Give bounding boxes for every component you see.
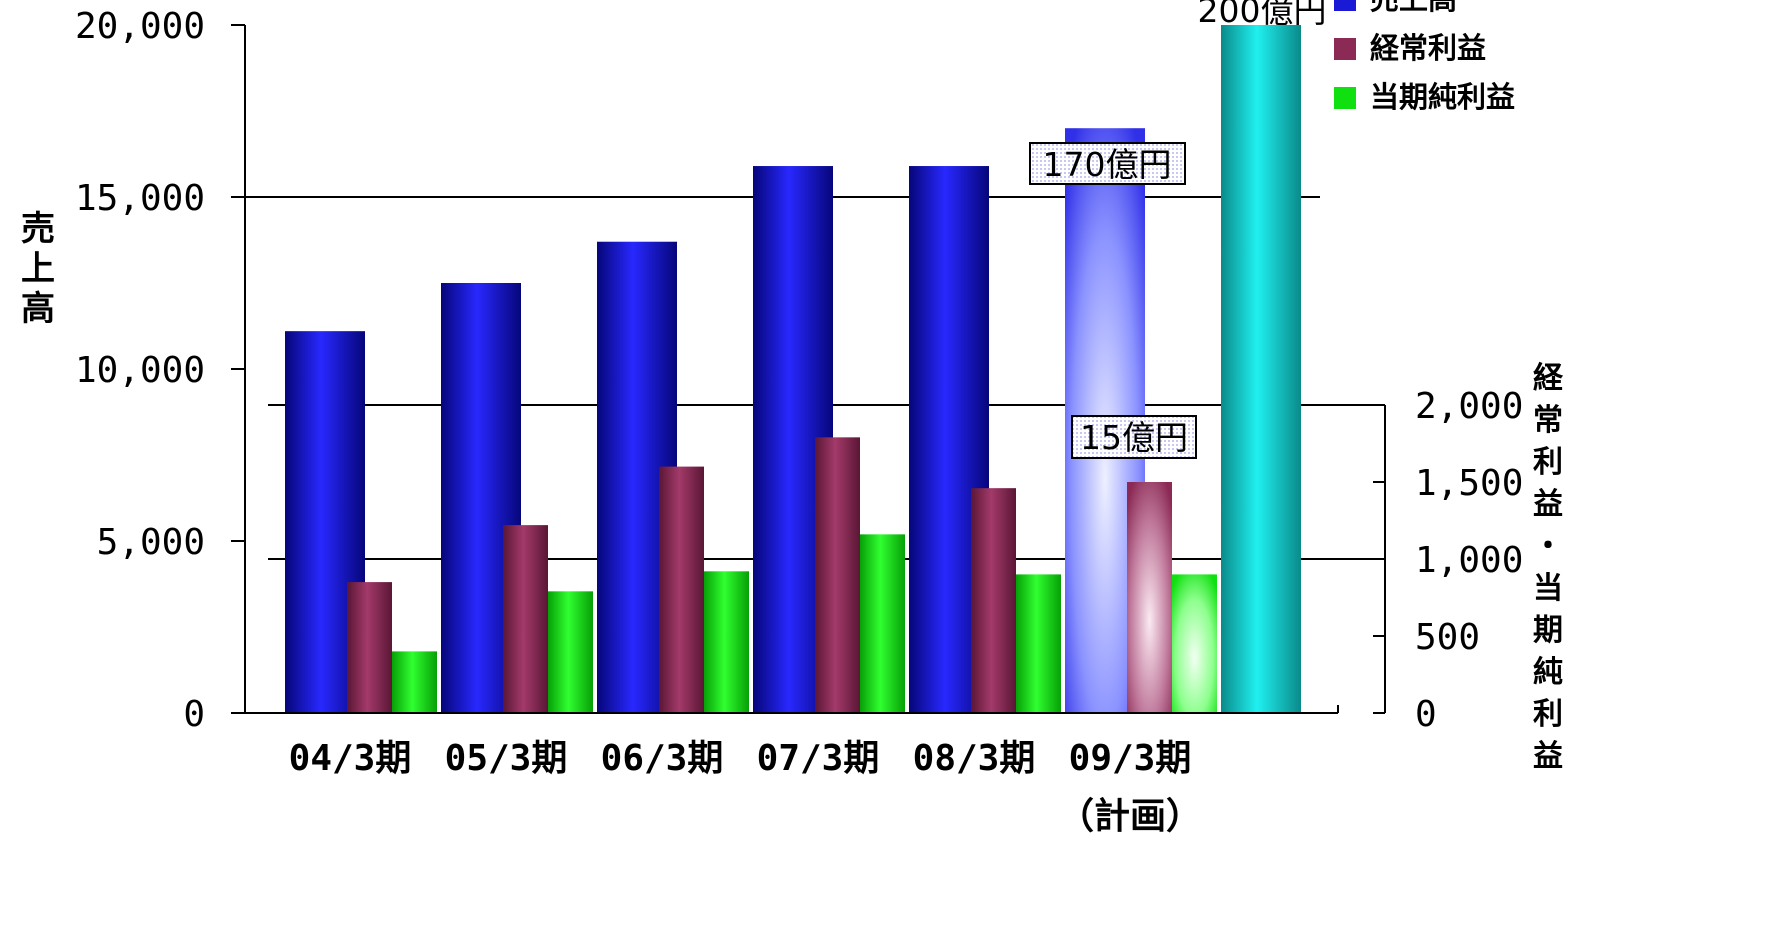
right-axis-title-char: 益 [1533, 739, 1563, 774]
right-axis-title-char: 期 [1533, 613, 1563, 648]
category-label: 06/3期 [601, 738, 724, 779]
annotation-170: 170億円 [1043, 145, 1172, 184]
right-tick-label: 1,500 [1415, 463, 1523, 504]
annotation-box-170 [1029, 142, 1186, 185]
left-axis-title-char: 上 [21, 249, 55, 289]
bar-ordinary-profit [659, 466, 704, 713]
bar-ordinary-profit [347, 582, 392, 713]
bar-net-profit [1172, 574, 1217, 713]
category-label: 08/3期 [913, 738, 1036, 779]
bar-ordinary-profit [971, 488, 1016, 713]
bar-ordinary-profit [503, 525, 548, 713]
bar-ordinary-profit [1127, 482, 1172, 713]
legend-swatch [1334, 0, 1356, 11]
right-axis-title-char: ・ [1533, 529, 1563, 564]
right-axis-title-char: 常 [1533, 403, 1563, 438]
category-label: 07/3期 [757, 738, 880, 779]
left-tick-label: 10,000 [75, 350, 205, 391]
left-tick-label: 15,000 [75, 178, 205, 219]
bar-revenue [1221, 25, 1301, 713]
right-axis-title-char: 純 [1533, 655, 1563, 690]
right-axis-title-char: 経 [1533, 361, 1564, 396]
right-axis-title-char: 利 [1533, 445, 1563, 480]
category-label: 05/3期 [445, 738, 568, 779]
left-tick-label: 0 [183, 694, 205, 735]
right-tick-label: 0 [1415, 694, 1437, 735]
bar-net-profit [860, 534, 905, 713]
annotation-200: 200億円 [1198, 0, 1327, 30]
bar-net-profit [704, 571, 749, 713]
left-axis-title-char: 高 [21, 289, 55, 329]
legend-label: 当期純利益 [1370, 80, 1515, 114]
category-sublabel: （計画） [1058, 796, 1202, 837]
right-tick-label: 500 [1415, 617, 1480, 658]
bar-net-profit [392, 651, 437, 713]
right-axis-title-char: 利 [1533, 697, 1563, 732]
legend-label: 経常利益 [1370, 31, 1486, 65]
left-tick-label: 5,000 [97, 522, 205, 563]
bar-net-profit [1016, 574, 1061, 713]
right-tick-label: 1,000 [1415, 540, 1523, 581]
legend-swatch [1334, 38, 1356, 60]
bar-net-profit [548, 591, 593, 713]
right-axis-title-char: 益 [1533, 487, 1563, 522]
legend-label: 売上高 [1370, 0, 1457, 16]
right-axis-title-char: 当 [1533, 571, 1563, 606]
annotation-15: 15億円 [1080, 418, 1188, 457]
legend-swatch [1334, 87, 1356, 109]
left-tick-label: 20,000 [75, 6, 205, 47]
annotation-box-15 [1071, 415, 1197, 459]
right-tick-label: 2,000 [1415, 386, 1523, 427]
left-axis-title-char: 売 [21, 209, 55, 249]
bar-ordinary-profit [815, 437, 860, 713]
category-label: 04/3期 [289, 738, 412, 779]
category-label: 09/3期 [1069, 738, 1192, 779]
